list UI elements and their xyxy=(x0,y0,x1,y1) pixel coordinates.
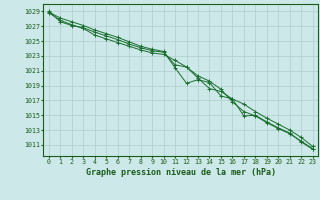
X-axis label: Graphe pression niveau de la mer (hPa): Graphe pression niveau de la mer (hPa) xyxy=(86,168,276,177)
